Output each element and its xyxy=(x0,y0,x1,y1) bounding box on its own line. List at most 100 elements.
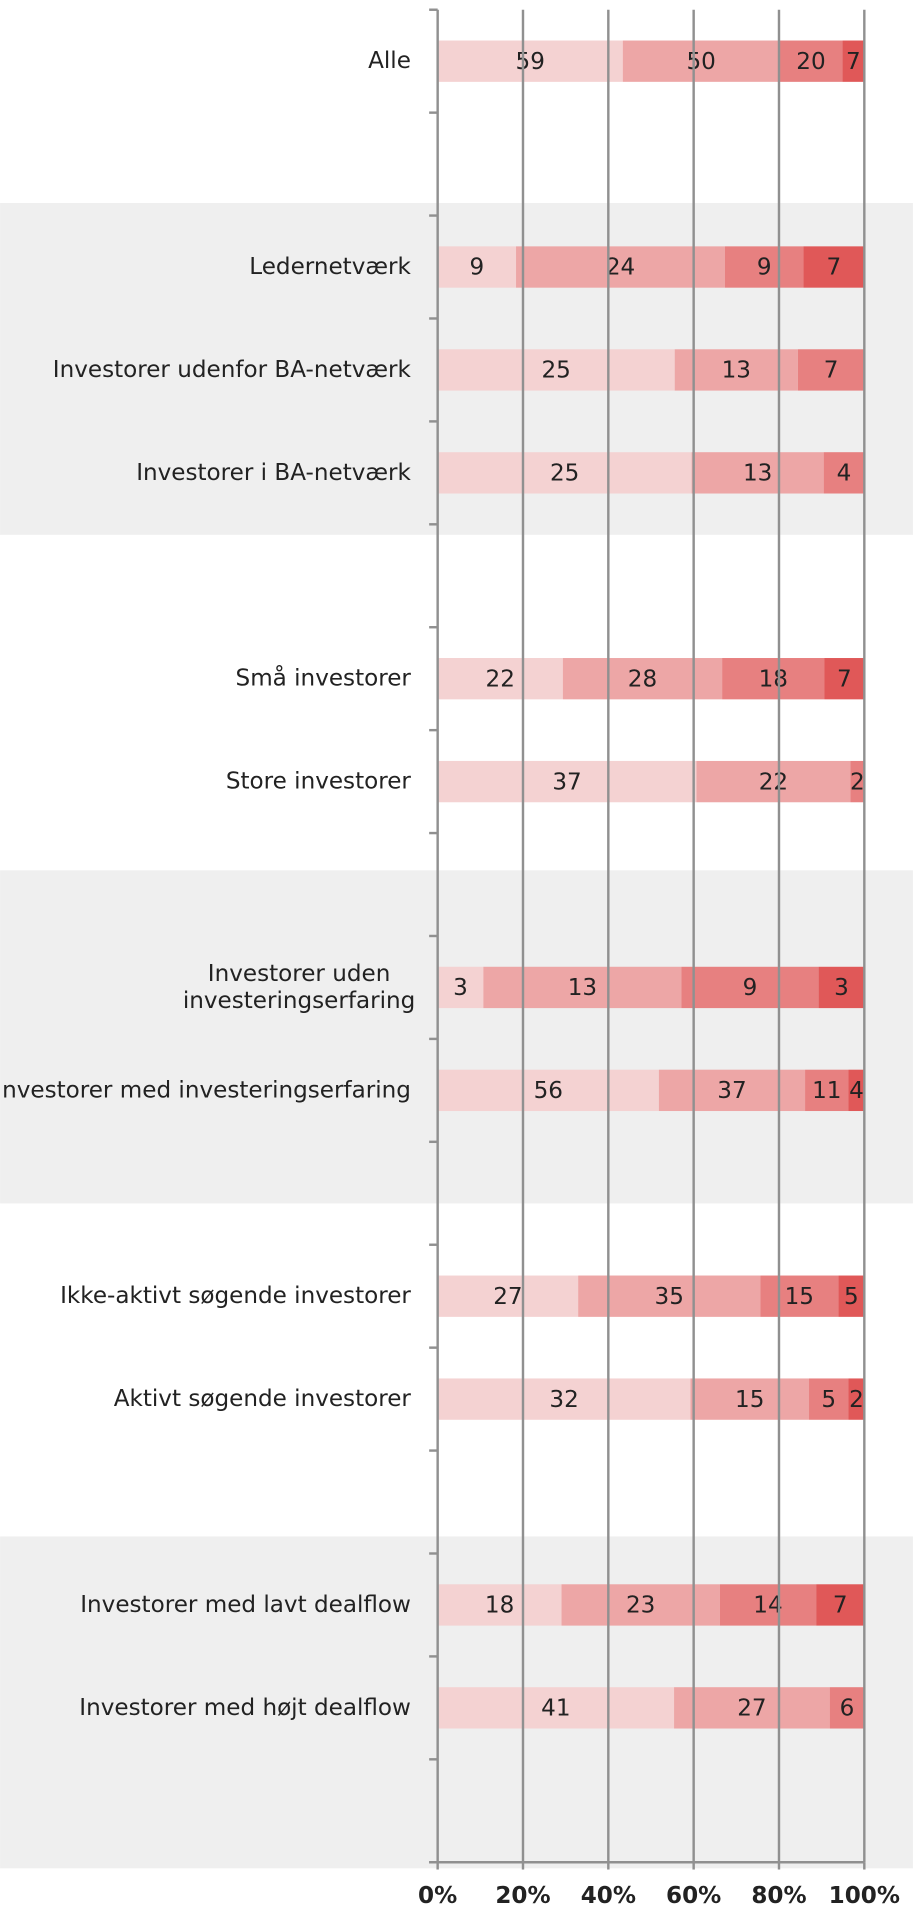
data-label: 13 xyxy=(722,358,751,384)
data-label: 4 xyxy=(837,461,852,487)
bar-segment xyxy=(848,1069,865,1112)
data-label: 7 xyxy=(833,1593,848,1619)
category-label: Investorer med højt dealflow xyxy=(79,1694,411,1720)
bar-segment xyxy=(437,658,563,700)
bar-segment xyxy=(681,966,819,1009)
bar-segment xyxy=(562,658,723,700)
data-label: 7 xyxy=(824,358,839,384)
data-label: 28 xyxy=(628,666,657,692)
data-label: 23 xyxy=(626,1593,655,1619)
bar-segment xyxy=(437,452,692,494)
category-label: Investorer udenfor BA-netværk xyxy=(53,356,412,382)
data-label: 2 xyxy=(850,769,865,795)
data-label: 18 xyxy=(485,1593,514,1619)
category-label: Aktivt søgende investorer xyxy=(114,1386,412,1412)
data-label: 3 xyxy=(834,975,849,1001)
data-label: 9 xyxy=(743,975,758,1001)
data-label: 22 xyxy=(486,666,515,692)
bar-segment xyxy=(437,246,517,288)
data-label: 27 xyxy=(493,1284,522,1310)
bar-segment xyxy=(437,966,484,1009)
bar-segment xyxy=(719,1584,817,1626)
bar-segment xyxy=(696,760,851,803)
bar-segment xyxy=(674,349,798,391)
data-label: 24 xyxy=(606,255,635,281)
data-label: 13 xyxy=(743,461,772,487)
data-label: 14 xyxy=(753,1593,782,1619)
category-label: Ikke-aktivt søgende investorer xyxy=(60,1283,411,1309)
bar-segment xyxy=(842,40,865,82)
data-label: 9 xyxy=(469,255,484,281)
category-label: Små investorer xyxy=(236,663,412,691)
data-label: 27 xyxy=(737,1696,766,1722)
bar-segment xyxy=(437,1687,675,1729)
data-label: 13 xyxy=(568,975,597,1001)
x-tick-label: 80% xyxy=(751,1883,806,1906)
bar-segment xyxy=(674,1687,830,1729)
bar-segment xyxy=(850,760,865,803)
data-label: 15 xyxy=(785,1284,814,1310)
bar-segment xyxy=(760,1275,839,1317)
bar-segment xyxy=(437,40,623,82)
category-label: Investorer uden investeringserfaring xyxy=(183,961,416,1014)
data-label: 41 xyxy=(541,1696,570,1722)
category-label: Alle xyxy=(368,48,411,74)
data-label: 18 xyxy=(759,666,788,692)
bar-segment xyxy=(829,1687,865,1729)
data-label: 15 xyxy=(735,1387,764,1413)
data-label: 50 xyxy=(686,49,715,75)
bar-segment xyxy=(622,40,780,82)
axes: Alle Ledernetværk Investorer udenfor BA-ne… xyxy=(0,8,900,1906)
bar-segment xyxy=(848,1378,865,1420)
data-label: 20 xyxy=(796,49,825,75)
data-label: 37 xyxy=(717,1078,746,1104)
bar-segment xyxy=(437,1275,579,1317)
bar-segment xyxy=(690,1378,810,1420)
data-label: 59 xyxy=(516,49,545,75)
bar-segment xyxy=(483,966,682,1009)
data-label: 5 xyxy=(821,1387,836,1413)
bar-segment xyxy=(516,246,726,288)
data-label: 3 xyxy=(453,975,468,1001)
bar-segment xyxy=(816,1584,865,1626)
bar-segment xyxy=(437,349,675,391)
data-label: 9 xyxy=(757,255,772,281)
data-label: 25 xyxy=(541,358,570,384)
bar-segment xyxy=(809,1378,849,1420)
category-label: Store investorer xyxy=(226,768,412,794)
bar-segment xyxy=(437,1584,562,1626)
data-label: 56 xyxy=(534,1078,563,1104)
bar-segment xyxy=(437,760,697,803)
x-tick-label: 20% xyxy=(495,1883,550,1906)
x-tick-label: 0% xyxy=(418,1883,457,1906)
data-label: 35 xyxy=(655,1284,684,1310)
data-label: 25 xyxy=(550,461,579,487)
bars: 59 50 20 79 24 9 725 13 725 13 422 28 18 737 22 23 13 9 35… xyxy=(437,40,865,1729)
bar-segment xyxy=(658,1069,806,1112)
bar-segment xyxy=(803,246,865,288)
data-label: 6 xyxy=(840,1696,855,1722)
bar-segment xyxy=(437,1069,659,1112)
bar-segment xyxy=(725,246,804,288)
data-label: 22 xyxy=(759,769,788,795)
group-band xyxy=(0,870,913,1204)
bar-segment xyxy=(805,1069,849,1112)
data-label: 32 xyxy=(549,1387,578,1413)
x-tick-label: 60% xyxy=(666,1883,721,1906)
bar-segment xyxy=(838,1275,865,1317)
bar-segment xyxy=(818,966,865,1009)
category-label: Ledernetværk xyxy=(249,254,411,280)
data-label: 11 xyxy=(812,1078,841,1104)
bar-segment xyxy=(437,1378,691,1420)
data-label: 4 xyxy=(849,1078,864,1104)
data-label: 7 xyxy=(827,255,842,281)
bar-segment xyxy=(722,658,825,700)
data-label: 7 xyxy=(837,666,852,692)
bar-segment xyxy=(779,40,843,82)
data-label: 7 xyxy=(846,49,861,75)
bar-segment xyxy=(797,349,865,391)
bar-segment xyxy=(691,452,824,494)
category-label: Investorer med lavt dealflow xyxy=(80,1591,411,1617)
x-tick-label: 40% xyxy=(581,1883,636,1906)
